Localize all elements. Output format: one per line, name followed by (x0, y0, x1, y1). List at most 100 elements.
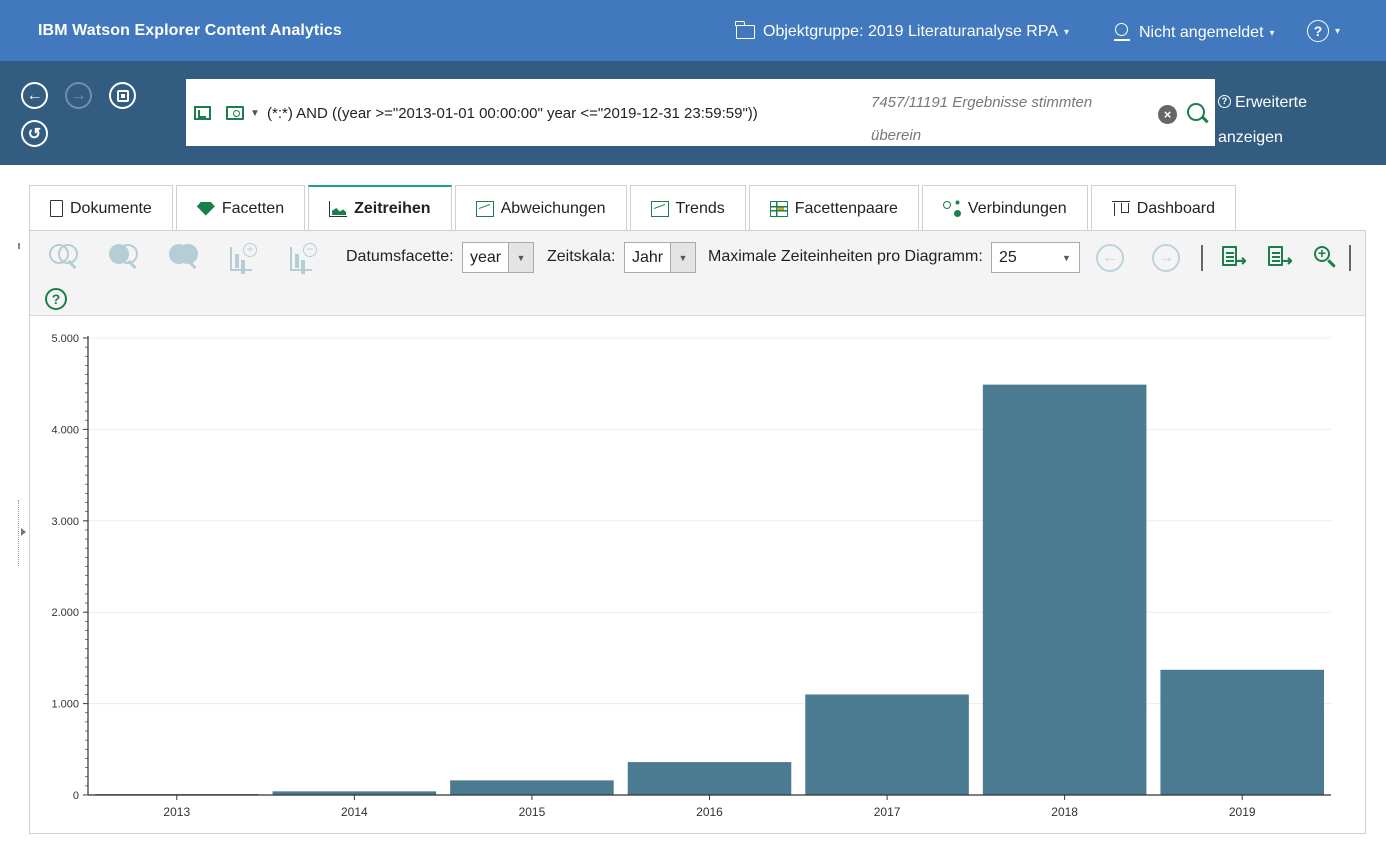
user-label: Nicht angemeldet (1139, 24, 1264, 41)
document-icon (50, 200, 63, 217)
user-menu[interactable]: Nicht angemeldet ▾ (1113, 23, 1275, 43)
network-icon (942, 200, 961, 217)
tab-zeitreihen[interactable]: Zeitreihen (308, 185, 452, 231)
chart-zoom-in-button: + (228, 243, 260, 273)
tab-dokumente[interactable]: Dokumente (29, 185, 173, 231)
forward-button: → (65, 82, 92, 109)
time-scale-label: Zeitskala: (547, 248, 616, 265)
chevron-down-icon: ▼ (1054, 243, 1079, 272)
tab-label: Dashboard (1136, 199, 1215, 217)
bar-2017 (805, 694, 969, 795)
diamond-icon (196, 201, 215, 216)
bar-chart-icon (290, 247, 312, 271)
side-panel-toggle[interactable] (18, 500, 28, 566)
help-menu[interactable]: ? ▾ (1307, 20, 1340, 42)
help-icon: ? (1218, 95, 1231, 108)
tab-trends[interactable]: Trends (629, 185, 746, 231)
x-tick-label: 2017 (874, 805, 901, 819)
chevron-down-icon: ▾ (1064, 26, 1070, 38)
max-units-value: 25 (999, 248, 1017, 266)
bar-chart-icon (230, 247, 252, 271)
divider (18, 243, 20, 249)
max-units-select[interactable]: 25 ▼ (991, 242, 1080, 273)
tab-label: Facetten (221, 199, 285, 217)
chevron-down-icon[interactable]: ▼ (250, 108, 260, 119)
bar-2016 (627, 762, 792, 795)
chart-toolbar: + − Datumsfacette: year ▼ Zeitskala: Jah… (30, 231, 1365, 316)
help-icon: ? (51, 291, 61, 307)
chevron-down-icon: ▾ (1335, 25, 1341, 37)
arrow-right-icon: ➜ (1236, 253, 1247, 268)
query-builder-icon[interactable] (226, 106, 244, 120)
axes: 0 1.000 2.000 3.000 4.000 5.000 2013 2014 2015 20… (51, 333, 1331, 819)
time-scale-select[interactable]: Jahr ▼ (624, 242, 696, 273)
export-image-icon (1268, 246, 1283, 266)
chevron-down-icon: ▼ (508, 243, 533, 272)
collapse-icon[interactable] (194, 106, 211, 120)
tab-label: Zeitreihen (354, 200, 431, 217)
x-tick-label: 2013 (163, 805, 190, 819)
y-tick-label: 3.000 (51, 516, 79, 528)
date-facet-select[interactable]: year ▼ (462, 242, 534, 273)
x-tick-label: 2014 (341, 805, 368, 819)
export-csv-button[interactable]: ➜ (1220, 245, 1247, 271)
y-tick-label: 2.000 (51, 607, 79, 619)
magnifier-icon (178, 244, 198, 264)
top-bar: IBM Watson Explorer Content Analytics Ob… (0, 0, 1386, 61)
tab-facetten[interactable]: Facetten (175, 185, 306, 231)
x-tick-label: 2018 (1051, 805, 1078, 819)
search-icon[interactable] (1187, 103, 1209, 125)
chevron-down-icon: ▼ (670, 243, 695, 272)
clear-search-icon[interactable]: × (1158, 105, 1177, 124)
arrow-left-icon: ← (1102, 249, 1118, 266)
tab-label: Dokumente (70, 199, 152, 217)
zoom-select-button (47, 243, 79, 273)
next-page-button: → (1152, 244, 1180, 272)
collection-selector[interactable]: Objektgruppe: 2019 Literaturanalyse RPA … (735, 21, 1070, 41)
undo-icon: ↺ (27, 125, 42, 143)
advanced-search-link[interactable]: ? Erweiterte anzeigen (1218, 85, 1368, 155)
search-box: ▼ (*:*) AND ((year >="2013-01-01 00:00:0… (186, 79, 1215, 146)
help-button[interactable]: ? (45, 288, 67, 310)
timeseries-panel: + − Datumsfacette: year ▼ Zeitskala: Jah… (29, 230, 1366, 834)
divider (1201, 245, 1203, 271)
previous-page-button: ← (1096, 244, 1124, 272)
bar-2019 (1160, 669, 1324, 795)
y-tick-label: 1.000 (51, 699, 79, 711)
folder-icon (735, 21, 755, 39)
advanced-label: Erweiterte anzeigen (1218, 94, 1308, 146)
home-icon (116, 89, 129, 102)
tab-dashboard[interactable]: Dashboard (1090, 185, 1236, 231)
deviation-chart-icon (475, 200, 494, 217)
bars (95, 384, 1324, 796)
y-tick-label: 5.000 (51, 333, 79, 345)
arrow-right-icon: → (70, 86, 87, 104)
bar-2014 (272, 791, 437, 795)
y-tick-label: 0 (73, 790, 79, 802)
arrow-left-icon: ← (26, 86, 43, 104)
magnifier-icon (118, 244, 138, 264)
area-chart-icon (329, 201, 348, 217)
reset-button[interactable]: ↺ (21, 120, 48, 147)
export-image-button[interactable]: ➜ (1266, 245, 1293, 271)
chart-zoom-out-button: − (288, 243, 320, 273)
bar-2018 (982, 384, 1147, 795)
trend-chart-icon (650, 200, 669, 217)
bar-2015 (450, 780, 614, 795)
tab-facettenpaare[interactable]: Facettenpaare (748, 185, 919, 231)
minus-icon: − (303, 243, 317, 257)
back-button[interactable]: ← (21, 82, 48, 109)
x-tick-label: 2016 (696, 805, 723, 819)
tab-verbindungen[interactable]: Verbindungen (921, 185, 1088, 231)
zoom-in-button[interactable]: + (1312, 245, 1338, 271)
home-button[interactable] (109, 82, 136, 109)
tab-bar: Dokumente Facetten Zeitreihen Abweichung… (29, 185, 1239, 231)
plus-icon: + (243, 243, 257, 257)
export-document-icon (1222, 246, 1237, 266)
zoom-reset-button (167, 243, 199, 273)
date-facet-value: year (470, 248, 502, 266)
tab-abweichungen[interactable]: Abweichungen (454, 185, 627, 231)
result-count: 7457/11191 Ergebnisse stimmten überein (871, 94, 1093, 144)
tab-label: Trends (675, 199, 725, 217)
search-input[interactable]: (*:*) AND ((year >="2013-01-01 00:00:00"… (267, 105, 758, 122)
